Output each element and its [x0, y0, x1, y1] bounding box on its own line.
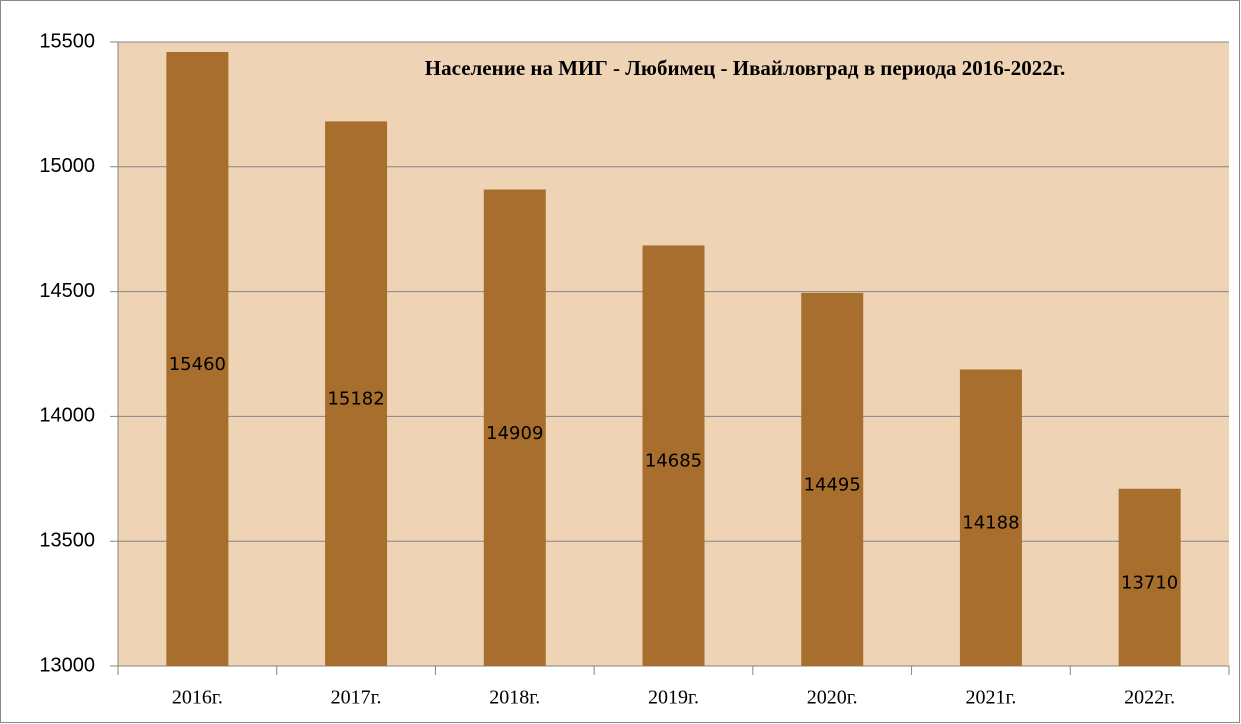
y-tick-label: 14000 [39, 405, 95, 427]
x-tick-label: 2018г. [489, 687, 540, 709]
x-tick-label: 2017г. [331, 687, 382, 709]
bar [642, 245, 705, 666]
bar [483, 189, 546, 666]
y-tick-label: 14500 [39, 280, 95, 302]
x-tick-label: 2022г. [1124, 687, 1175, 709]
bar [1118, 488, 1181, 666]
bar [959, 369, 1022, 666]
data-label: 13710 [1121, 572, 1178, 593]
data-label: 14188 [962, 513, 1019, 534]
data-label: 14685 [645, 451, 702, 472]
data-label: 15460 [169, 354, 226, 375]
y-tick-label: 15000 [39, 155, 95, 177]
x-tick-label: 2019г. [648, 687, 699, 709]
data-label: 15182 [327, 389, 384, 410]
data-label: 14909 [486, 423, 543, 444]
bar [325, 121, 388, 666]
bar [166, 51, 229, 666]
y-tick-label: 13000 [39, 654, 95, 676]
y-tick-label: 15500 [39, 30, 95, 52]
y-tick-label: 13500 [39, 529, 95, 551]
bar [801, 292, 864, 666]
x-tick-label: 2020г. [807, 687, 858, 709]
x-tick-label: 2021г. [965, 687, 1016, 709]
x-tick-label: 2016г. [172, 687, 223, 709]
data-label: 14495 [804, 474, 861, 495]
chart-title: Население на МИГ - Любимец - Ивайловград… [425, 56, 1065, 80]
